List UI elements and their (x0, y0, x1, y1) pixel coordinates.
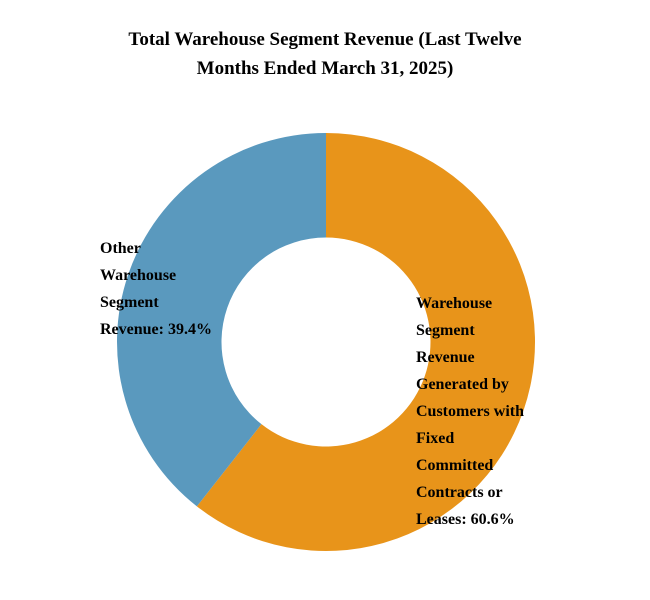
donut-segment-fixed-committed-contracts (196, 133, 536, 551)
segment-label-other-warehouse-revenue: Other Warehouse Segment Revenue: 39.4% (100, 240, 212, 338)
segment-label-fixed-committed-contracts: Warehouse Segment Revenue Generated by C… (416, 295, 524, 528)
donut-segment-other-warehouse-revenue (117, 133, 327, 507)
chart-title: Total Warehouse Segment Revenue (Last Tw… (128, 29, 522, 79)
